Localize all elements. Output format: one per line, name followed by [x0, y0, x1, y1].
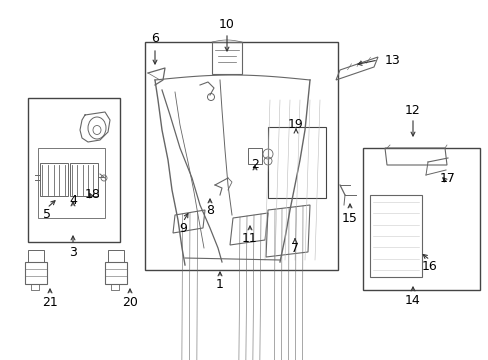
Text: 10: 10: [219, 18, 234, 31]
Text: 15: 15: [342, 211, 357, 225]
Text: 2: 2: [250, 158, 259, 171]
Bar: [247, 148, 262, 164]
Text: 11: 11: [242, 231, 257, 244]
Bar: [28, 250, 44, 262]
Text: 5: 5: [43, 208, 51, 221]
Bar: [70, 163, 98, 196]
Bar: [108, 250, 124, 262]
Bar: [369, 195, 421, 277]
Text: 3: 3: [69, 247, 77, 260]
Bar: [40, 163, 68, 196]
Bar: [267, 127, 325, 198]
Bar: [25, 262, 47, 284]
Text: 13: 13: [385, 54, 400, 67]
Bar: [38, 148, 105, 218]
Bar: [105, 262, 127, 284]
Text: 20: 20: [122, 296, 138, 309]
Bar: [362, 148, 479, 290]
Bar: [212, 42, 242, 74]
Text: 17: 17: [439, 171, 455, 184]
Text: 14: 14: [404, 293, 420, 306]
Text: 7: 7: [290, 242, 298, 255]
Text: 1: 1: [216, 279, 224, 292]
Text: 4: 4: [69, 194, 77, 207]
Bar: [28, 98, 120, 242]
Text: 8: 8: [205, 203, 214, 216]
Bar: [145, 42, 337, 270]
Text: 9: 9: [179, 221, 186, 234]
Text: 16: 16: [421, 261, 437, 274]
Text: 21: 21: [42, 296, 58, 309]
Text: 6: 6: [151, 31, 159, 45]
Text: 18: 18: [85, 189, 101, 202]
Text: 12: 12: [404, 104, 420, 117]
Text: 19: 19: [287, 118, 303, 131]
